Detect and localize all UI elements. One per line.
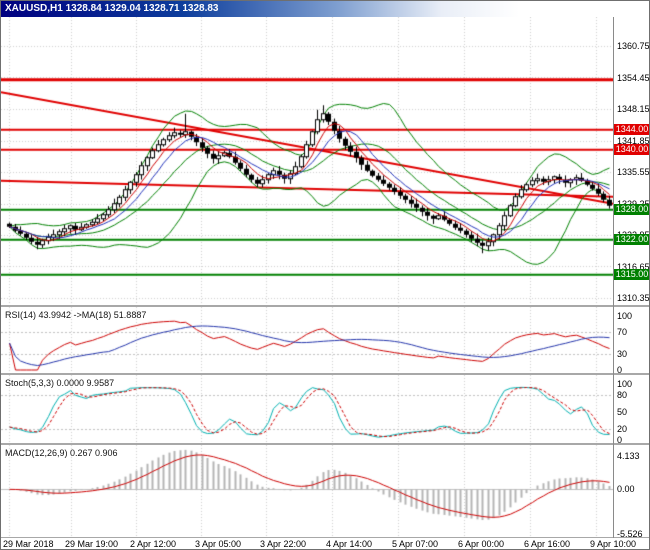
- support-level-label: 1315.00: [614, 269, 649, 280]
- rsi-indicator-canvas[interactable]: [1, 307, 613, 373]
- support-level-label: 1322.00: [614, 234, 649, 245]
- main-chart-canvas[interactable]: [1, 17, 613, 305]
- macd-label: MACD(12,26,9) 0.267 0.906: [5, 448, 118, 458]
- chart-titlebar[interactable]: XAUUSD,H1 1328.84 1329.04 1328.71 1328.8…: [1, 1, 649, 17]
- stoch-axis-tick: 80: [617, 390, 628, 400]
- panel-divider: [1, 537, 649, 538]
- rsi-axis-tick: 100: [617, 311, 633, 321]
- support-level-label: 1328.00: [614, 204, 649, 215]
- macd-axis-tick: -5.526: [617, 529, 643, 539]
- price-axis-separator: [613, 17, 614, 538]
- stoch-axis-tick: 50: [617, 407, 628, 417]
- macd-axis-tick: 4.133: [617, 451, 640, 461]
- price-axis-tick: 1341.85: [617, 136, 650, 146]
- time-axis-label: 9 Apr 10:00: [590, 539, 637, 549]
- price-axis-tick: 1348.15: [617, 104, 650, 114]
- rsi-label: RSI(14) 43.9942 ->MA(18) 51.8887: [5, 310, 147, 320]
- stoch-axis-tick: 100: [617, 379, 633, 389]
- rsi-axis-tick: 0: [617, 365, 623, 375]
- time-axis-label: 29 Mar 2018: [3, 539, 54, 549]
- stoch-label: Stoch(5,3,3) 0.0000 9.9587: [5, 378, 115, 388]
- stochastic-indicator-canvas[interactable]: [1, 375, 613, 443]
- time-axis-label: 3 Apr 05:00: [195, 539, 242, 549]
- stoch-axis-tick: 20: [617, 424, 628, 434]
- price-axis-tick: 1354.45: [617, 73, 650, 83]
- chart-title: XAUUSD,H1 1328.84 1329.04 1328.71 1328.8…: [5, 3, 219, 14]
- macd-axis-tick: 0.00: [617, 484, 635, 494]
- price-axis-tick: 1310.35: [617, 293, 650, 303]
- panel-divider[interactable]: [1, 373, 649, 375]
- rsi-axis-tick: 30: [617, 349, 628, 359]
- time-axis-label: 29 Mar 19:00: [65, 539, 119, 549]
- price-axis-tick: 1335.55: [617, 167, 650, 177]
- macd-indicator-canvas[interactable]: [1, 445, 613, 537]
- panel-divider[interactable]: [1, 305, 649, 307]
- price-axis-tick: 1316.65: [617, 262, 650, 272]
- price-axis-tick: 1360.75: [617, 41, 650, 51]
- time-axis[interactable]: 29 Mar 2018 29 Mar 19:00 2 Apr 12:00 3 A…: [1, 538, 649, 549]
- time-axis-label: 6 Apr 16:00: [524, 539, 571, 549]
- rsi-axis-tick: 70: [617, 327, 628, 337]
- resistance-level-label: 1344.00: [614, 124, 649, 135]
- time-axis-label: 6 Apr 00:00: [458, 539, 505, 549]
- time-axis-label: 4 Apr 14:00: [326, 539, 373, 549]
- time-axis-label: 5 Apr 07:00: [392, 539, 439, 549]
- resistance-level-label: 1340.00: [614, 144, 649, 155]
- panel-divider[interactable]: [1, 443, 649, 445]
- time-axis-label: 2 Apr 12:00: [130, 539, 177, 549]
- stoch-axis-tick: 0: [617, 435, 623, 445]
- time-axis-label: 3 Apr 22:00: [260, 539, 307, 549]
